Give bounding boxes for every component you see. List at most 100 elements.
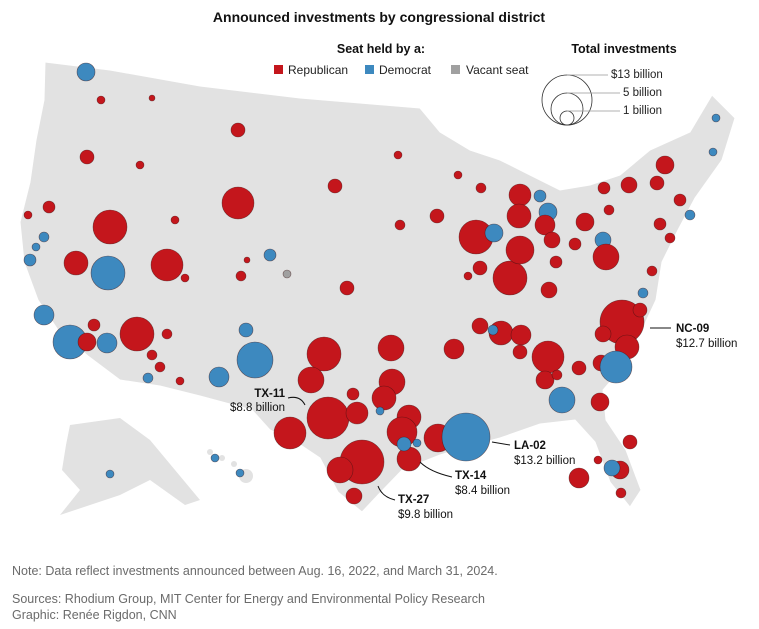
district-bubble-republican	[512, 344, 528, 360]
district-bubble-republican	[568, 467, 590, 489]
district-bubble-republican	[475, 182, 487, 194]
district-bubble-democrat	[90, 255, 126, 291]
district-bubble-republican	[603, 204, 615, 216]
district-bubble-republican	[535, 370, 555, 390]
footnote: Note: Data reflect investments announced…	[12, 564, 498, 578]
district-bubble-democrat	[105, 469, 115, 479]
district-bubble-republican	[345, 487, 363, 505]
district-bubble-democrat	[711, 113, 721, 123]
district-bubble-democrat	[208, 366, 230, 388]
annotations: NC-09 $12.7 billion TX-11 $8.8 billion L…	[230, 323, 737, 521]
district-bubble-republican	[571, 360, 587, 376]
district-bubbles	[23, 62, 721, 505]
district-bubble-democrat	[603, 459, 621, 477]
annotation-la02-district: LA-02	[514, 440, 546, 452]
district-bubble-republican	[326, 456, 354, 484]
district-bubble-republican	[273, 416, 307, 450]
annotation-tx27-amount: $9.8 billion	[398, 509, 453, 521]
district-bubble-democrat	[263, 248, 277, 262]
district-bubble-republican	[593, 455, 603, 465]
district-bubble-republican	[161, 328, 173, 340]
size-legend: Total investments $13 billion 5 billion …	[541, 42, 677, 126]
district-bubble-republican	[592, 243, 620, 271]
district-bubble-republican	[148, 94, 156, 102]
district-bubble-republican	[463, 271, 473, 281]
district-bubble-republican	[306, 396, 350, 440]
district-bubble-republican	[371, 385, 397, 411]
district-bubble-democrat	[31, 242, 41, 252]
district-bubble-democrat	[142, 372, 154, 384]
district-bubble-republican	[429, 208, 445, 224]
size-label-1b: 1 billion	[623, 105, 662, 117]
district-bubble-vacant	[282, 269, 292, 279]
district-bubble-republican	[346, 387, 360, 401]
district-bubble-republican	[180, 273, 190, 283]
district-bubble-democrat	[396, 436, 412, 452]
district-bubble-republican	[551, 369, 563, 381]
district-bubble-democrat	[708, 147, 718, 157]
size-legend-title: Total investments	[571, 42, 676, 56]
district-bubble-republican	[79, 149, 95, 165]
district-bubble-republican	[620, 176, 638, 194]
district-bubble-republican	[590, 392, 610, 412]
district-bubble-democrat	[441, 412, 491, 462]
district-bubble-republican	[230, 122, 246, 138]
party-legend-title: Seat held by a:	[337, 42, 425, 56]
district-bubble-democrat	[96, 332, 118, 354]
district-bubble-democrat	[235, 468, 245, 478]
alaska-shape	[60, 418, 200, 515]
district-bubble-republican	[235, 270, 247, 282]
district-bubble-republican	[221, 186, 255, 220]
district-bubble-republican	[393, 150, 403, 160]
democrat-swatch	[365, 65, 374, 74]
district-bubble-democrat	[484, 223, 504, 243]
district-bubble-democrat	[412, 438, 422, 448]
annotation-tx14-amount: $8.4 billion	[455, 485, 510, 497]
district-bubble-republican	[664, 232, 676, 244]
district-bubble-republican	[345, 401, 369, 425]
district-bubble-republican	[96, 95, 106, 105]
district-bubble-democrat	[533, 189, 547, 203]
district-bubble-republican	[146, 349, 158, 361]
district-bubble-democrat	[38, 231, 50, 243]
district-bubble-republican	[622, 434, 638, 450]
district-bubble-republican	[394, 219, 406, 231]
district-bubble-republican	[175, 376, 185, 386]
district-bubble-democrat	[684, 209, 696, 221]
district-bubble-democrat	[23, 253, 37, 267]
district-bubble-republican	[615, 487, 627, 499]
district-bubble-republican	[42, 200, 56, 214]
district-bubble-republican	[649, 175, 665, 191]
size-circle-1b	[559, 110, 575, 126]
district-bubble-republican	[673, 193, 687, 207]
district-bubble-republican	[443, 338, 465, 360]
district-bubble-republican	[327, 178, 343, 194]
district-bubble-democrat	[76, 62, 96, 82]
district-bubble-democrat	[548, 386, 576, 414]
district-bubble-republican	[23, 210, 33, 220]
district-bubble-republican	[77, 332, 97, 352]
district-bubble-republican	[87, 318, 101, 332]
district-bubble-democrat	[236, 341, 274, 379]
district-bubble-republican	[119, 316, 155, 352]
annotation-nc09-district: NC-09	[676, 323, 709, 335]
district-bubble-republican	[306, 336, 342, 372]
district-bubble-republican	[471, 317, 489, 335]
district-bubble-republican	[575, 212, 595, 232]
republican-label: Republican	[288, 63, 348, 77]
district-bubble-republican	[377, 334, 405, 362]
district-bubble-republican	[63, 250, 89, 276]
district-bubble-republican	[543, 231, 561, 249]
district-bubble-democrat	[637, 287, 649, 299]
annotation-tx11-amount: $8.8 billion	[230, 402, 285, 414]
district-bubble-democrat	[375, 406, 385, 416]
annotation-tx14-district: TX-14	[455, 470, 487, 482]
republican-swatch	[274, 65, 283, 74]
district-bubble-republican	[339, 280, 355, 296]
district-bubble-democrat	[33, 304, 55, 326]
district-bubble-republican	[594, 325, 612, 343]
district-bubble-republican	[568, 237, 582, 251]
district-bubble-republican	[632, 302, 648, 318]
district-bubble-republican	[154, 361, 166, 373]
